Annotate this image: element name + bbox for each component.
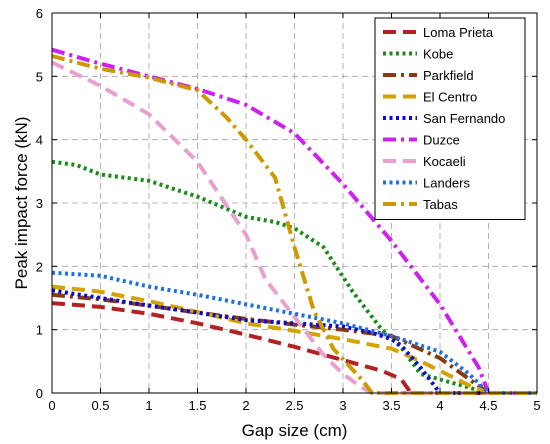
x-tick-label: 1.5 (188, 398, 206, 413)
series-line-parkfield (51, 292, 537, 395)
x-tick-label: 2.5 (285, 398, 303, 413)
legend: Loma Prieta Kobe Parkfield El Centro San Fer… (374, 17, 526, 220)
x-tick-label: 5 (533, 398, 540, 413)
series-line-loma-prieta (51, 301, 537, 395)
series-line-san-fernando (51, 288, 537, 395)
y-tick-label: 0 (36, 386, 43, 401)
series-line-landers (51, 270, 537, 395)
x-tick-label: 1 (145, 398, 152, 413)
legend-label: Parkfield (423, 68, 474, 83)
x-tick-label: 4 (436, 398, 443, 413)
legend-label: Kobe (423, 47, 453, 62)
y-tick-label: 6 (36, 6, 43, 21)
y-tick-label: 4 (36, 133, 43, 148)
legend-label: Loma Prieta (423, 25, 494, 40)
series-line-duzce (51, 47, 537, 395)
x-tick-label: 3.5 (382, 398, 400, 413)
y-tick-label: 3 (36, 196, 43, 211)
ticks: 0 0.5 1 1.5 2 2.5 3 3.5 4 4.5 5 0 1 2 3 4 5 6 (36, 6, 541, 413)
legend-label: El Centro (423, 90, 477, 105)
x-tick-label: 0.5 (91, 398, 109, 413)
series-line-tabas (51, 54, 537, 395)
legend-label: San Fernando (423, 111, 505, 126)
plot-area (51, 47, 537, 395)
x-axis-label: Gap size (cm) (242, 421, 348, 440)
legend-label: Tabas (423, 197, 458, 212)
legend-box (374, 17, 526, 220)
series-line-kocaeli (51, 60, 537, 395)
legend-label: Landers (423, 176, 470, 191)
legend-label: Duzce (423, 133, 460, 148)
x-tick-label: 3 (339, 398, 346, 413)
y-axis-label: Peak impact force (kN) (12, 117, 31, 290)
x-tick-label: 2 (242, 398, 249, 413)
series-line-kobe (51, 159, 537, 395)
y-tick-label: 1 (36, 323, 43, 338)
y-tick-label: 2 (36, 259, 43, 274)
series-line-el-centro (51, 284, 537, 395)
x-tick-label: 0 (48, 398, 55, 413)
y-tick-label: 5 (36, 69, 43, 84)
legend-label: Kocaeli (423, 154, 466, 169)
x-tick-label: 4.5 (479, 398, 497, 413)
